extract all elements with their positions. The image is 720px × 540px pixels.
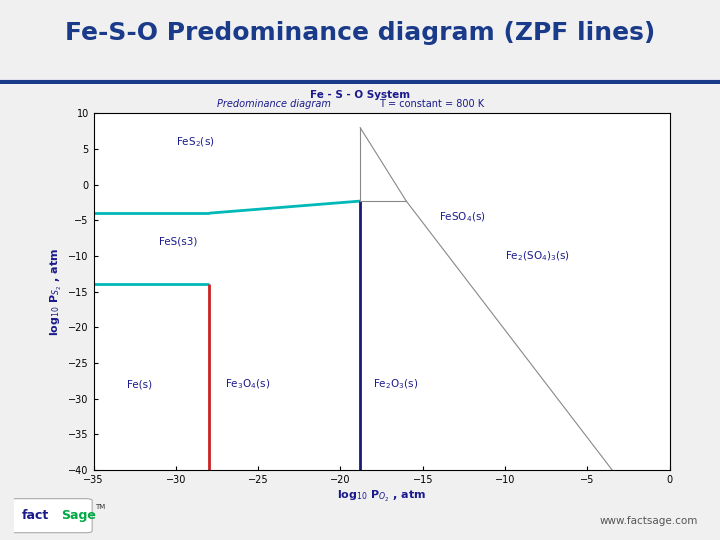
Text: Fe - S - O System: Fe - S - O System bbox=[310, 90, 410, 99]
Text: FeS(s3): FeS(s3) bbox=[159, 237, 198, 247]
Text: Predominance diagram: Predominance diagram bbox=[217, 99, 330, 109]
Y-axis label: log$_{10}$ P$_{S_2}$ , atm: log$_{10}$ P$_{S_2}$ , atm bbox=[49, 247, 64, 336]
Text: www.factsage.com: www.factsage.com bbox=[600, 516, 698, 526]
X-axis label: log$_{10}$ P$_{O_2}$ , atm: log$_{10}$ P$_{O_2}$ , atm bbox=[337, 489, 426, 504]
Text: Sage: Sage bbox=[61, 509, 96, 522]
Text: FeS$_2$(s): FeS$_2$(s) bbox=[176, 135, 215, 148]
Text: Fe$_2$(SO$_4$)$_3$(s): Fe$_2$(SO$_4$)$_3$(s) bbox=[505, 249, 570, 263]
Text: T = constant = 800 K: T = constant = 800 K bbox=[379, 99, 485, 109]
FancyBboxPatch shape bbox=[8, 499, 92, 532]
Text: TM: TM bbox=[95, 504, 105, 510]
Text: Fe$_3$O$_4$(s): Fe$_3$O$_4$(s) bbox=[225, 377, 271, 391]
Text: Fe-S-O Predominance diagram (ZPF lines): Fe-S-O Predominance diagram (ZPF lines) bbox=[65, 22, 655, 45]
Text: FeSO$_4$(s): FeSO$_4$(s) bbox=[439, 210, 486, 224]
Text: Fe$_2$O$_3$(s): Fe$_2$O$_3$(s) bbox=[374, 377, 418, 391]
Text: Fe(s): Fe(s) bbox=[127, 379, 152, 389]
Text: fact: fact bbox=[22, 509, 50, 522]
